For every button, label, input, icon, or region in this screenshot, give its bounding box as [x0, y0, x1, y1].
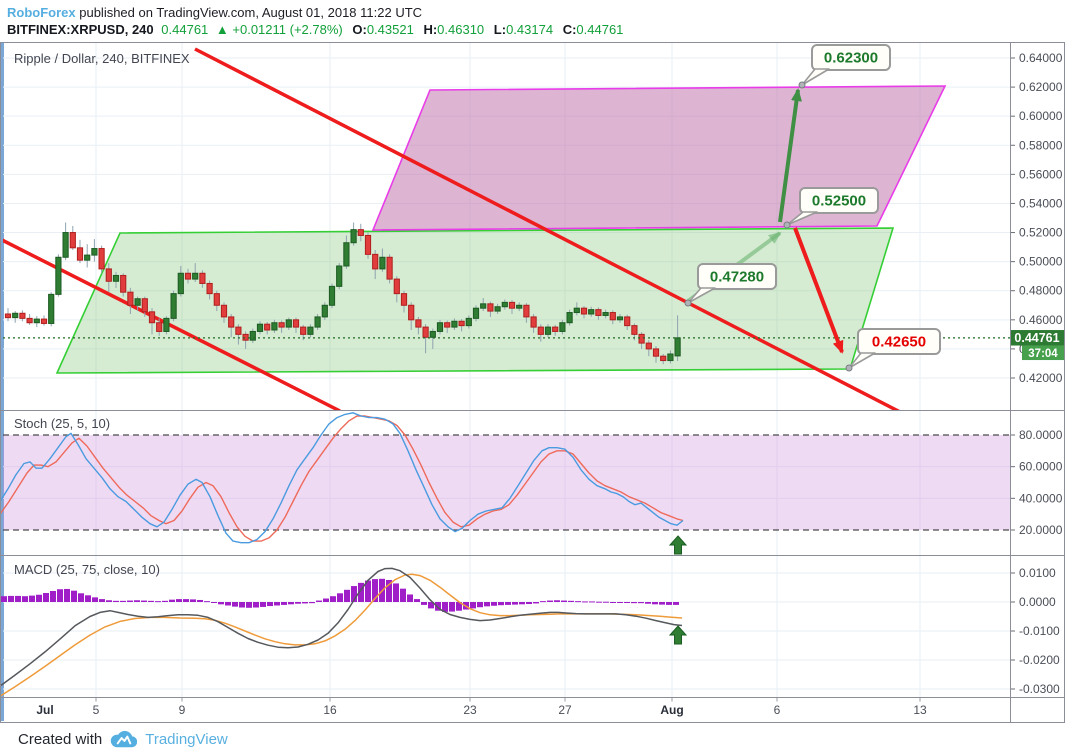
- svg-text:0.64000: 0.64000: [1019, 51, 1063, 65]
- time-axis: Jul 5 9 16 23 27 Aug 6 13: [36, 697, 927, 717]
- footer: Created with TradingView: [18, 727, 228, 751]
- price-panel-legend[interactable]: Ripple / Dollar, 240, BITFINEX: [14, 51, 190, 66]
- publisher-name: RoboForex: [7, 5, 76, 20]
- svg-text:0.54000: 0.54000: [1019, 196, 1063, 210]
- svg-text:9[interactable]: 9: [179, 703, 186, 717]
- svg-text:0.46000: 0.46000: [1019, 313, 1063, 327]
- svg-text:0.52500: 0.52500: [812, 193, 866, 210]
- low-label: L:: [493, 22, 507, 37]
- bar-countdown-badge: [1022, 345, 1064, 361]
- svg-text:16[interactable]: 16: [323, 703, 337, 717]
- price-callout-0.52500[interactable]: 0.52500: [783, 187, 879, 229]
- svg-text:-0.0300: -0.0300: [1019, 682, 1060, 696]
- svg-text:20.0000: 20.0000: [1019, 523, 1063, 537]
- up-arrow-marker: [668, 535, 688, 555]
- svg-text:5[interactable]: 5: [93, 703, 100, 717]
- svg-text:0.0000: 0.0000: [1019, 595, 1056, 609]
- svg-text:0.48000: 0.48000: [1019, 284, 1063, 298]
- header: RoboForex published on TradingView.com, …: [7, 4, 623, 38]
- svg-text:0.42650: 0.42650: [872, 334, 926, 351]
- high-label: H:: [423, 22, 438, 37]
- svg-text:0.58000: 0.58000: [1019, 138, 1063, 152]
- svg-text:0.52000: 0.52000: [1019, 226, 1063, 240]
- tradingview-cloud-icon: [111, 730, 138, 748]
- price-callout-0.62300[interactable]: 0.62300: [798, 44, 891, 89]
- svg-text:0.0100: 0.0100: [1019, 566, 1056, 580]
- stoch-panel: [0, 412, 1010, 544]
- macd-panel: [0, 567, 683, 697]
- open-value: 0.43521: [366, 22, 414, 37]
- high-value: 0.46310: [437, 22, 485, 37]
- svg-text:27[interactable]: 27: [558, 703, 572, 717]
- stoch-line-%D: [0, 415, 684, 542]
- candlesticks: [4, 222, 681, 365]
- svg-text:0.44761: 0.44761: [1014, 331, 1059, 345]
- open-label: O:: [352, 22, 367, 37]
- publish-info: published on TradingView.com, August 01,…: [75, 5, 423, 20]
- up-arrow-marker: [668, 625, 688, 645]
- green-channel[interactable]: [55, 227, 895, 374]
- svg-text:0.60000: 0.60000: [1019, 109, 1063, 123]
- svg-text:0.50000: 0.50000: [1019, 255, 1063, 269]
- price-axis: 0.64000 0.62000 0.60000 0.58000 0.56000 0.540…: [1010, 51, 1063, 696]
- svg-text:-0.0200: -0.0200: [1019, 653, 1060, 667]
- price-callout-0.47280[interactable]: 0.47280: [684, 263, 777, 307]
- price-callout-0.42650[interactable]: 0.42650: [845, 328, 941, 372]
- symbol-name: BITFINEX:XRPUSD, 240: [7, 22, 154, 37]
- tradingview-brand-link[interactable]: TradingView: [145, 730, 228, 748]
- symbol-line: BITFINEX:XRPUSD, 240 0.44761 ▲ +0.01211 …: [7, 21, 623, 38]
- panel-borders: [0, 42, 1065, 723]
- svg-text:13[interactable]: 13: [913, 703, 927, 717]
- svg-text:0.62300: 0.62300: [824, 50, 878, 67]
- last-price-badge: 0.44761 37:04: [1010, 330, 1064, 361]
- stoch-panel-legend[interactable]: Stoch (25, 5, 10): [14, 416, 111, 431]
- svg-text:Jul[interactable]: Jul: [36, 703, 53, 717]
- svg-text:37:04: 37:04: [1028, 348, 1058, 360]
- red-trendline-long[interactable]: [194, 47, 902, 413]
- svg-text:0.47280: 0.47280: [710, 269, 764, 286]
- svg-text:0.56000: 0.56000: [1019, 167, 1063, 181]
- svg-text:Aug[interactable]: Aug: [660, 703, 683, 717]
- svg-text:0.42000: 0.42000: [1019, 371, 1063, 385]
- svg-text:6[interactable]: 6: [774, 703, 781, 717]
- publish-line: RoboForex published on TradingView.com, …: [7, 4, 623, 21]
- svg-text:80.0000: 80.0000: [1019, 428, 1063, 442]
- macd-line-signal: [0, 573, 683, 697]
- chart-left-accent: [1, 43, 4, 721]
- created-with-text: Created with: [18, 730, 103, 748]
- macd-line-macd: [0, 567, 683, 687]
- target-arrow-green[interactable]: [778, 88, 802, 223]
- last-price: 0.44761: [161, 22, 209, 37]
- close-label: C:: [562, 22, 577, 37]
- svg-text:40.0000: 40.0000: [1019, 491, 1063, 505]
- price-change: ▲ +0.01211 (+2.78%): [215, 22, 343, 37]
- price-panel: [3, 47, 947, 413]
- stoch-band: [3, 435, 1010, 530]
- stoch-line-%K: [0, 412, 684, 544]
- macd-panel-legend[interactable]: MACD (25, 75, close, 10): [14, 562, 160, 577]
- svg-text:23[interactable]: 23: [463, 703, 477, 717]
- svg-text:0.62000: 0.62000: [1019, 80, 1063, 94]
- low-value: 0.43174: [506, 22, 554, 37]
- close-value: 0.44761: [576, 22, 624, 37]
- svg-text:60.0000: 60.0000: [1019, 460, 1063, 474]
- svg-text:-0.0100: -0.0100: [1019, 624, 1060, 638]
- target-arrow-red[interactable]: [793, 227, 844, 354]
